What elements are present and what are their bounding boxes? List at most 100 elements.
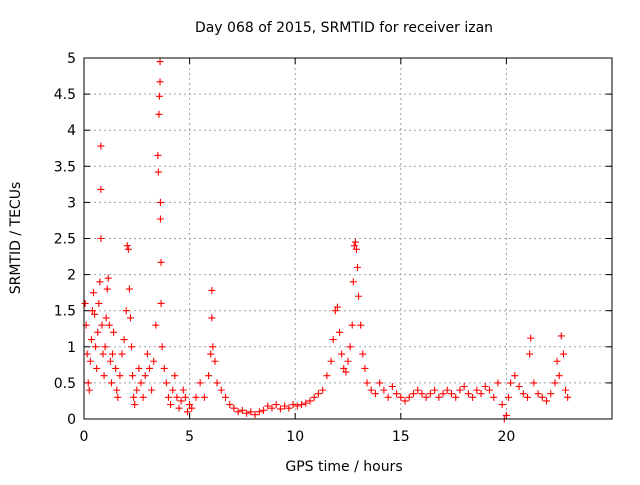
data-point <box>205 372 213 380</box>
data-point <box>129 372 137 380</box>
data-point <box>133 386 141 394</box>
data-point <box>137 379 145 387</box>
data-point <box>562 386 570 394</box>
data-point <box>526 350 534 358</box>
data-point <box>469 393 477 401</box>
data-point <box>141 372 149 380</box>
data-point <box>106 357 114 365</box>
data-point <box>314 390 322 398</box>
data-point <box>527 334 535 342</box>
data-point <box>519 390 527 398</box>
data-point <box>559 350 567 358</box>
data-point <box>177 397 185 405</box>
chart-title: Day 068 of 2015, SRMTID for receiver iza… <box>195 20 493 36</box>
data-point <box>524 393 532 401</box>
data-point <box>306 397 314 405</box>
data-point <box>169 386 177 394</box>
data-point <box>107 379 115 387</box>
data-point <box>243 409 251 417</box>
data-point <box>162 379 170 387</box>
data-point <box>95 299 103 307</box>
data-point <box>173 393 181 401</box>
data-points <box>81 58 572 423</box>
data-point <box>452 393 460 401</box>
data-point <box>302 399 310 407</box>
data-point <box>507 379 515 387</box>
y-tick-label: 5 <box>67 51 76 67</box>
data-point <box>148 386 156 394</box>
data-point <box>125 285 133 293</box>
data-point <box>342 368 350 376</box>
data-point <box>156 215 164 223</box>
data-point <box>310 393 318 401</box>
data-point <box>157 299 165 307</box>
data-point <box>167 401 175 409</box>
data-point <box>564 393 572 401</box>
data-point <box>112 364 120 372</box>
data-point <box>104 274 112 282</box>
data-point <box>553 357 561 365</box>
data-point <box>426 390 434 398</box>
data-point <box>100 372 108 380</box>
data-point <box>186 401 194 409</box>
data-point <box>113 386 121 394</box>
data-point <box>340 364 348 372</box>
axis-ticks <box>83 57 612 420</box>
data-point <box>456 386 464 394</box>
data-point <box>351 238 359 246</box>
data-point <box>397 393 405 401</box>
data-point <box>85 386 93 394</box>
x-tick-label: 20 <box>497 429 515 445</box>
data-point <box>94 328 102 336</box>
data-point <box>124 245 132 253</box>
data-point <box>272 401 280 409</box>
data-point <box>505 393 513 401</box>
data-point <box>183 408 191 416</box>
data-point <box>268 404 276 412</box>
data-point <box>376 379 384 387</box>
data-point <box>92 343 100 351</box>
data-point <box>338 350 346 358</box>
data-point <box>298 401 306 409</box>
data-point <box>431 386 439 394</box>
data-point <box>97 142 105 150</box>
data-point <box>238 406 246 414</box>
data-point <box>494 379 502 387</box>
data-point <box>354 263 362 271</box>
data-point <box>289 401 297 409</box>
data-point <box>143 350 151 358</box>
data-point <box>91 310 99 318</box>
data-point <box>114 393 122 401</box>
data-point <box>401 397 409 405</box>
data-point <box>350 242 358 250</box>
data-point <box>359 350 367 358</box>
y-tick-label: 2.5 <box>54 232 76 248</box>
y-axis-label: SRMTID / TECUs <box>8 182 24 295</box>
data-point <box>388 383 396 391</box>
data-point <box>422 393 430 401</box>
data-point <box>414 386 422 394</box>
data-point <box>98 321 106 329</box>
data-point <box>361 364 369 372</box>
data-point <box>160 364 168 372</box>
data-point <box>152 321 160 329</box>
x-tick-labels: 0 5 10 15 20 <box>80 429 516 445</box>
data-point <box>96 278 104 286</box>
data-point <box>157 258 165 266</box>
data-point <box>418 390 426 398</box>
data-point <box>551 379 559 387</box>
data-point <box>439 390 447 398</box>
data-point <box>319 386 327 394</box>
data-point <box>363 379 371 387</box>
data-point <box>348 321 356 329</box>
data-point <box>498 401 506 409</box>
data-point <box>211 357 219 365</box>
data-point <box>255 408 263 416</box>
x-tick-label: 15 <box>392 429 410 445</box>
data-point <box>371 390 379 398</box>
x-tick-label: 0 <box>80 429 89 445</box>
data-point <box>86 357 94 365</box>
data-point <box>557 332 565 340</box>
y-tick-labels: 0 0.5 1 1.5 2 2.5 3 3.5 4 4.5 5 <box>54 51 76 428</box>
data-point <box>99 350 107 358</box>
